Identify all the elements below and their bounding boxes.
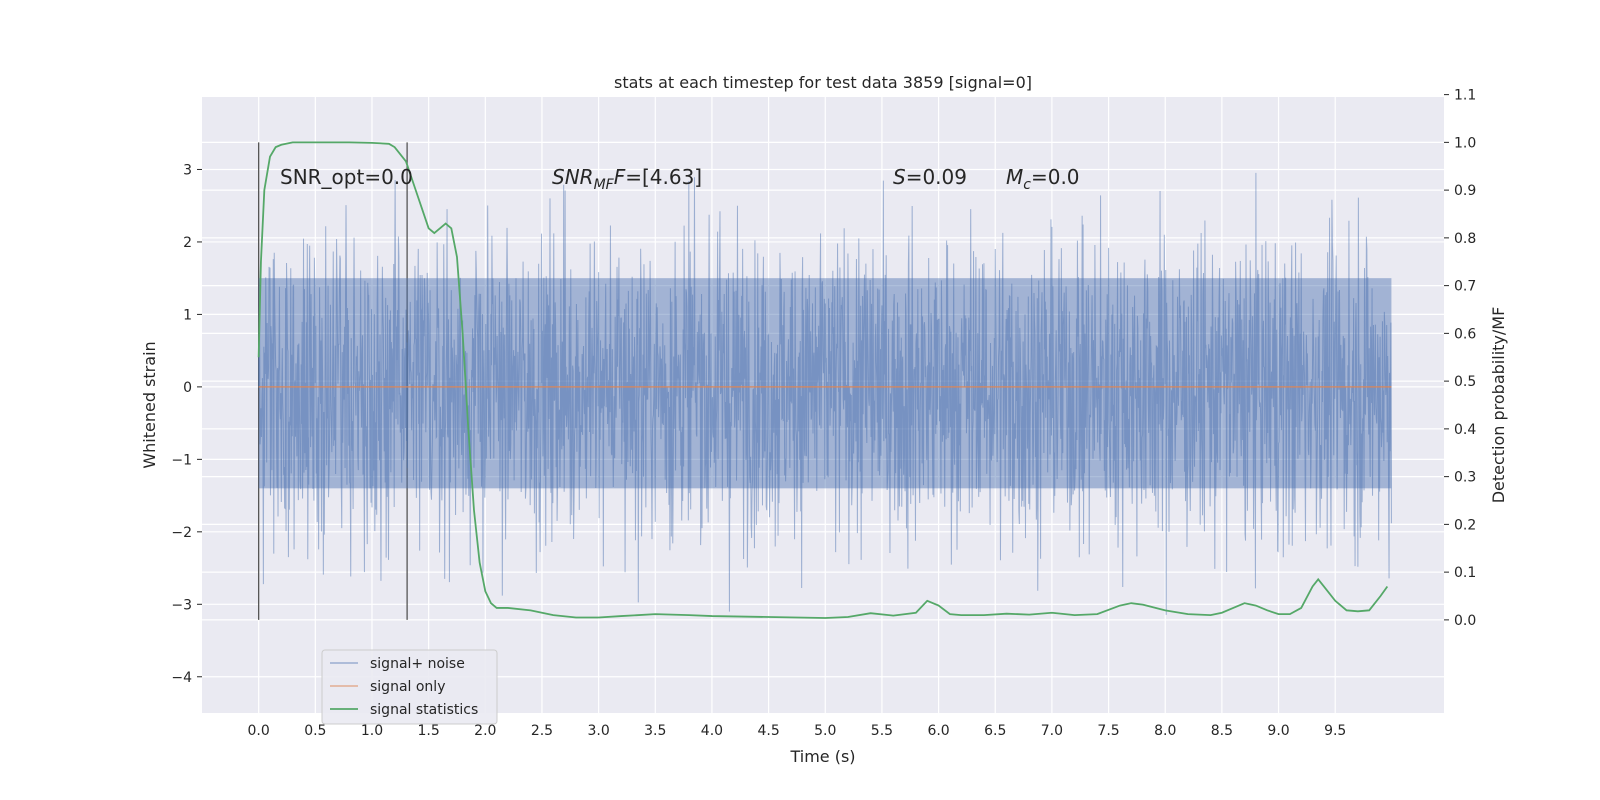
x-tick-label: 1.5 — [418, 723, 440, 739]
y2-tick-label: 0.3 — [1454, 470, 1476, 486]
y2-tick-label: 0.5 — [1454, 374, 1476, 390]
annotation-snr-opt: SNR_opt=0.0 — [280, 165, 413, 189]
y2-tick-label: 0.4 — [1454, 422, 1476, 438]
y-tick-label: 0 — [183, 380, 192, 396]
y-tick-label: 3 — [183, 162, 192, 178]
y-axis-label: Whitened strain — [140, 341, 159, 468]
legend: signal+ noise signal only signal statist… — [321, 649, 498, 725]
x-tick-label: 4.0 — [701, 723, 723, 739]
x-tick-label: 4.5 — [757, 723, 779, 739]
annotation-mc-value: =0.0 — [1031, 165, 1080, 189]
series-signal-noise — [258, 172, 1392, 615]
annotation-snr-mf-base: SNR — [552, 165, 594, 189]
x-tick-label: 1.0 — [361, 723, 383, 739]
annotation-snr-mf-f: F — [614, 165, 626, 189]
x-tick-label: 9.5 — [1324, 723, 1346, 739]
annotation-mc: Mc=0.0 — [1006, 165, 1080, 193]
y2-tick-label: 0.1 — [1454, 565, 1476, 581]
y-tick-label: −3 — [171, 597, 192, 613]
x-tick-label: 6.5 — [984, 723, 1006, 739]
y-tick-label: −2 — [171, 525, 192, 541]
y2-tick-label: 0.6 — [1454, 326, 1476, 342]
y-axis-ticks: −4 −3 −2 −1 0 1 2 3 — [171, 162, 202, 686]
y-tick-label: −1 — [171, 452, 192, 468]
x-tick-label: 3.0 — [587, 723, 609, 739]
annotation-mc-sub: c — [1023, 177, 1031, 193]
annotation-s-value: =0.09 — [906, 165, 967, 189]
x-tick-label: 0.0 — [248, 723, 270, 739]
x-tick-label: 9.0 — [1267, 723, 1289, 739]
y2-axis-label: Detection probability/MF — [1489, 307, 1508, 504]
legend-label-signal-statistics: signal statistics — [370, 702, 478, 718]
x-tick-label: 8.5 — [1211, 723, 1233, 739]
x-tick-label: 0.5 — [304, 723, 326, 739]
line-signal-noise — [258, 172, 1392, 615]
annotation-snr-mf: SNRMFF=[4.63] — [552, 165, 702, 193]
line-signal-statistics — [257, 141, 1389, 619]
x-tick-label: 5.5 — [871, 723, 893, 739]
x-tick-label: 3.5 — [644, 723, 666, 739]
y-tick-label: −4 — [171, 670, 192, 686]
legend-label-signal-only: signal only — [370, 679, 445, 695]
annotation-mc-base: M — [1006, 165, 1023, 189]
y2-axis-ticks: 0.0 0.1 0.2 0.3 0.4 0.5 0.6 0.7 0.8 0.9 1.0 1.1 — [1444, 88, 1476, 629]
x-tick-label: 7.0 — [1041, 723, 1063, 739]
x-axis-ticks: 0.0 0.5 1.0 1.5 2.0 2.5 3.0 3.5 4.0 4.5 5.0 5.5 6.0 6… — [248, 723, 1347, 739]
annotation-snr-mf-value: =[4.63] — [625, 165, 702, 189]
series-signal-statistics — [257, 141, 1389, 619]
y2-tick-label: 1.1 — [1454, 88, 1476, 104]
x-tick-label: 6.0 — [927, 723, 949, 739]
x-tick-label: 2.5 — [531, 723, 553, 739]
annotation-s: S=0.09 — [893, 165, 967, 189]
x-tick-label: 5.0 — [814, 723, 836, 739]
legend-label-signal-noise: signal+ noise — [370, 656, 465, 672]
y2-tick-label: 0.9 — [1454, 183, 1476, 199]
y2-tick-label: 0.0 — [1454, 613, 1476, 629]
y2-tick-label: 0.7 — [1454, 279, 1476, 295]
x-axis-label: Time (s) — [789, 747, 855, 766]
annotation-snr-mf-sub: MF — [594, 177, 615, 193]
x-tick-label: 2.0 — [474, 723, 496, 739]
y2-tick-label: 0.2 — [1454, 517, 1476, 533]
y2-tick-label: 0.8 — [1454, 231, 1476, 247]
x-tick-label: 7.5 — [1097, 723, 1119, 739]
chart-title: stats at each timestep for test data 385… — [614, 73, 1032, 92]
y-tick-label: 1 — [183, 307, 192, 323]
annotation-s-base: S — [893, 165, 906, 189]
y-tick-label: 2 — [183, 235, 192, 251]
x-tick-label: 8.0 — [1154, 723, 1176, 739]
legend-box — [321, 649, 498, 725]
y2-tick-label: 1.0 — [1454, 135, 1476, 151]
